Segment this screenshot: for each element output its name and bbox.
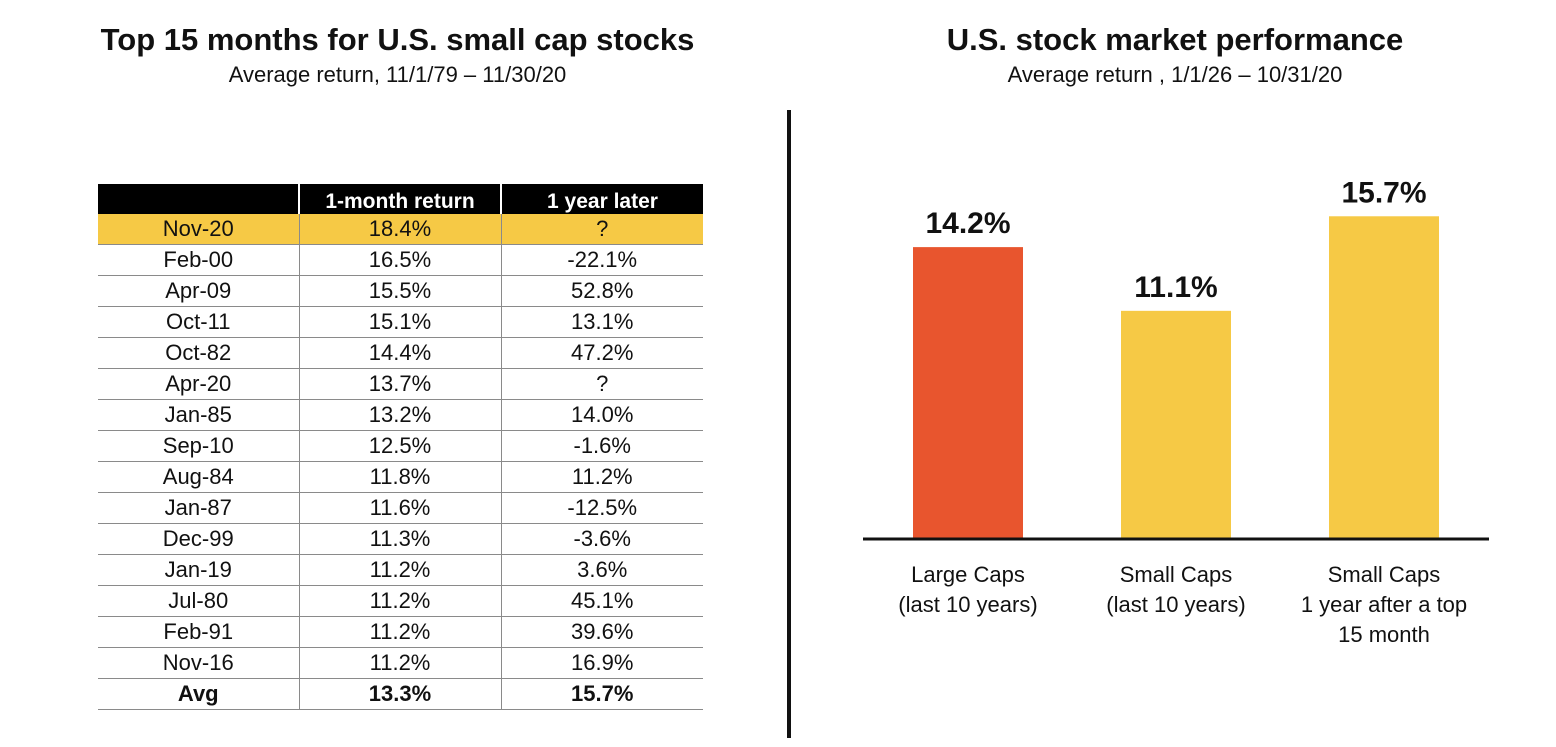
cell-month: Apr-20 [98,368,300,400]
table-row: Nov-16 11.2% 16.9% [98,647,703,679]
cell-one-year-later: -1.6% [501,430,703,462]
data-label-3: 15.7% [1341,176,1426,209]
cell-month: Nov-20 [98,214,300,245]
cell-month: Apr-09 [98,275,300,307]
table-avg-row: Avg 13.3% 15.7% [98,678,703,710]
x-tick-label-line: Large Caps [911,562,1025,587]
table-row: Jan-19 11.2% 3.6% [98,554,703,586]
x-tick-label-line: Small Caps [1119,562,1233,587]
x-tick-label-line: (last 10 years) [1106,592,1246,617]
cell-month: Jan-85 [98,399,300,431]
cell-avg-one-year: 15.7% [501,678,703,710]
cell-one-month-return: 11.2% [299,647,502,679]
header-month [98,184,300,214]
chart-title: U.S. stock market performance [946,22,1404,57]
x-tick-label-3: Small Caps 1 year after a top 15 month [1274,560,1494,650]
bar-1 [913,247,1023,539]
cell-month: Oct-11 [98,306,300,338]
x-tick-label-line: 15 month [1338,622,1430,647]
table-subtitle: Average return, 11/1/79 – 11/30/20 [228,62,567,87]
cell-one-month-return: 11.6% [299,492,502,524]
returns-table: 1-month return 1 year later Nov-20 18.4%?… [98,184,703,710]
x-tick-label-line: (last 10 years) [898,592,1038,617]
bars-group [913,216,1439,539]
cell-one-year-later: ? [501,368,703,400]
table-row: Apr-09 15.5% 52.8% [98,275,703,307]
table-row: Jan-87 11.6% -12.5% [98,492,703,524]
cell-one-year-later: 3.6% [501,554,703,586]
chart-subtitle: Average return , 1/1/26 – 10/31/20 [1007,62,1343,87]
bar-2 [1121,310,1231,539]
cell-one-month-return: 11.2% [299,616,502,648]
header-one-year-later: 1 year later [501,184,703,214]
cell-one-month-return: 18.4% [299,214,502,245]
cell-month: Dec-99 [98,523,300,555]
table-row: Oct-11 15.1% 13.1% [98,306,703,338]
cell-one-month-return: 15.1% [299,306,502,338]
cell-month: Feb-91 [98,616,300,648]
cell-one-month-return: 13.2% [299,399,502,431]
bar-chart: 14.2% 11.1% 15.7% [863,176,1489,541]
table-row: Feb-91 11.2% 39.6% [98,616,703,648]
cell-one-month-return: 14.4% [299,337,502,369]
cell-month: Jul-80 [98,585,300,617]
table-row: Aug-84 11.8% 11.2% [98,461,703,493]
cell-one-month-return: 11.2% [299,554,502,586]
cell-month: Oct-82 [98,337,300,369]
cell-one-month-return: 11.2% [299,585,502,617]
cell-month: Aug-84 [98,461,300,493]
cell-avg-one-month: 13.3% [299,678,502,710]
cell-one-year-later: -22.1% [501,244,703,276]
data-labels-group: 14.2% 11.1% 15.7% [925,176,1426,304]
table-row: Sep-10 12.5% -1.6% [98,430,703,462]
cell-one-year-later: 47.2% [501,337,703,369]
cell-month: Feb-00 [98,244,300,276]
data-label-1: 14.2% [925,207,1010,240]
cell-one-year-later: 39.6% [501,616,703,648]
cell-one-year-later: 11.2% [501,461,703,493]
table-title: Top 15 months for U.S. small cap stocks [100,22,695,57]
table-row: Dec-99 11.3% -3.6% [98,523,703,555]
x-tick-label-line: Small Caps [1327,562,1441,587]
cell-one-month-return: 16.5% [299,244,502,276]
x-tick-label-2: Small Caps (last 10 years) [1066,560,1286,620]
table-row: Feb-00 16.5% -22.1% [98,244,703,276]
table-row: Oct-82 14.4% 47.2% [98,337,703,369]
table-body: Nov-20 18.4%? Feb-00 16.5% -22.1% Apr-09 15.5%… [98,214,703,710]
cell-one-year-later: 14.0% [501,399,703,431]
table-header-row: 1-month return 1 year later [98,184,703,214]
cell-one-year-later: -3.6% [501,523,703,555]
x-tick-label-line: 1 year after a top [1300,592,1468,617]
cell-one-month-return: 13.7% [299,368,502,400]
data-label-2: 11.1% [1134,271,1217,304]
cell-one-year-later: 45.1% [501,585,703,617]
cell-one-year-later: ? [501,214,703,245]
cell-month: Sep-10 [98,430,300,462]
table-row: Jul-80 11.2% 45.1% [98,585,703,617]
header-one-month-return: 1-month return [299,184,502,214]
cell-one-year-later: -12.5% [501,492,703,524]
table-row: Jan-85 13.2% 14.0% [98,399,703,431]
cell-one-year-later: 52.8% [501,275,703,307]
table-row: Nov-20 18.4%? [98,214,703,245]
cell-month: Jan-19 [98,554,300,586]
panel-divider [787,110,791,738]
cell-one-year-later: 16.9% [501,647,703,679]
cell-one-month-return: 12.5% [299,430,502,462]
cell-one-month-return: 11.3% [299,523,502,555]
cell-one-year-later: 13.1% [501,306,703,338]
x-tick-label-1: Large Caps (last 10 years) [858,560,1078,620]
cell-avg-label: Avg [98,678,300,710]
bar-3 [1329,216,1439,539]
table-row: Apr-20 13.7%? [98,368,703,400]
cell-one-month-return: 11.8% [299,461,502,493]
cell-one-month-return: 15.5% [299,275,502,307]
cell-month: Nov-16 [98,647,300,679]
cell-month: Jan-87 [98,492,300,524]
